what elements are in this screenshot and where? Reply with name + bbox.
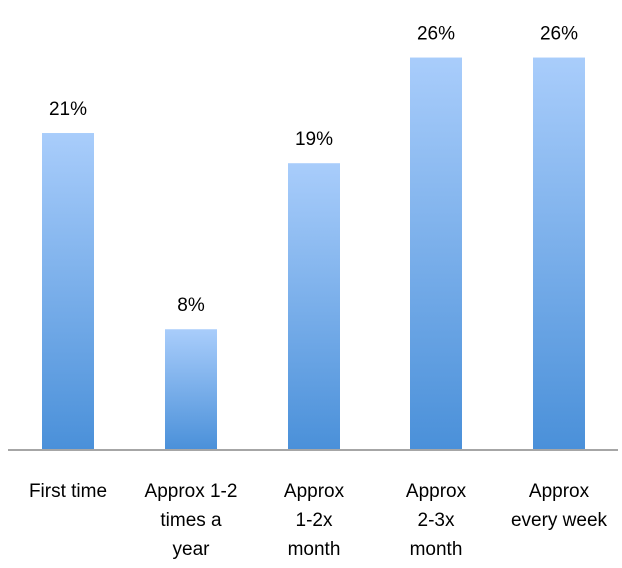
x-tick-label-line: month (288, 539, 341, 560)
data-label: 21% (49, 99, 87, 120)
tick-labels-layer: First time Approx 1-2 times a year Approx 1-2… (29, 481, 608, 560)
x-tick-label-line: year (173, 539, 211, 560)
x-tick-label-line: times a (160, 510, 222, 531)
x-tick-label-line: 1-2x (296, 510, 333, 531)
x-tick-label-line: Approx (284, 481, 345, 502)
value-labels-layer: 21% 8% 19% 26% 26% (49, 24, 578, 317)
bars-layer (42, 57, 585, 451)
bar (42, 133, 94, 451)
data-label: 8% (177, 295, 205, 316)
x-tick-label-line: 2-3x (418, 510, 455, 531)
x-tick-label-line: month (410, 539, 463, 560)
x-tick-label-line: Approx (406, 481, 467, 502)
x-tick-label-line: Approx 1-2 (145, 481, 238, 502)
x-tick-label: Approx 1-2 times a year (145, 481, 238, 560)
x-tick-label-line: every week (511, 510, 608, 531)
bar (410, 57, 462, 450)
x-tick-label: Approx 1-2x month (284, 481, 345, 560)
data-label: 26% (417, 24, 455, 45)
x-tick-label-line: First time (29, 481, 107, 502)
bar (533, 57, 585, 450)
bar (288, 163, 340, 450)
data-label: 26% (540, 24, 578, 45)
data-label: 19% (295, 129, 333, 150)
x-tick-label: First time (29, 481, 107, 502)
x-tick-label: Approx every week (511, 481, 608, 531)
x-tick-label: Approx 2-3x month (406, 481, 467, 560)
x-tick-label-line: Approx (529, 481, 590, 502)
bar (165, 329, 217, 450)
